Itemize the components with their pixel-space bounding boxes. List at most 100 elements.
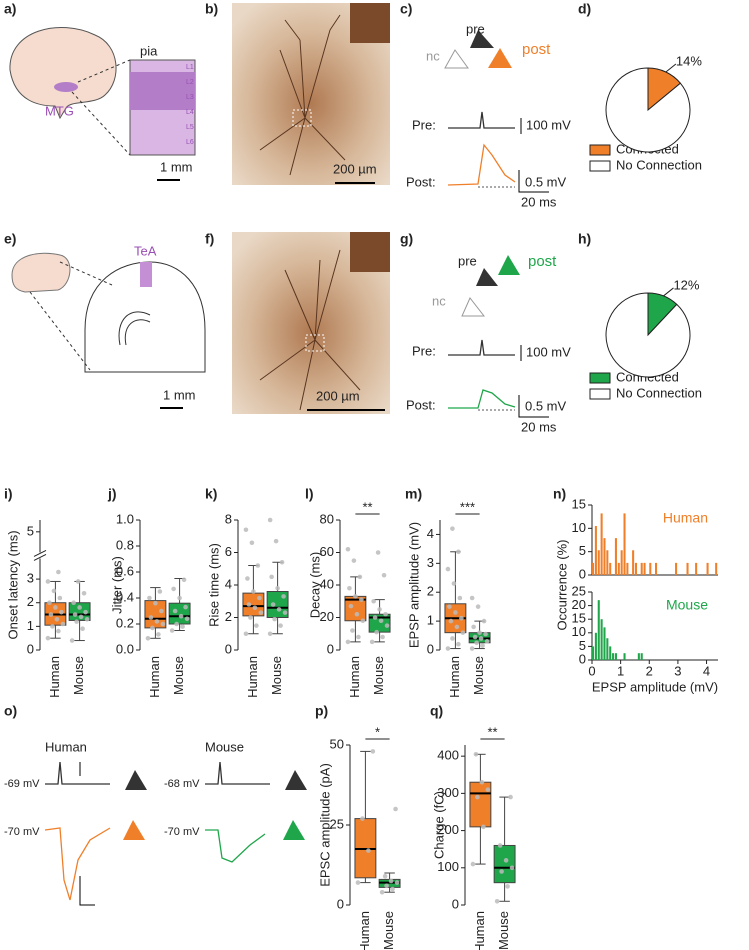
vm-label: -69 mV — [4, 778, 40, 790]
data-point — [279, 559, 285, 565]
data-point — [269, 574, 274, 580]
data-point — [357, 574, 363, 580]
y-tick-label: 2 — [427, 584, 434, 599]
x-tick-label: Human — [245, 656, 260, 698]
data-point — [184, 616, 190, 622]
data-point — [456, 549, 461, 555]
data-point — [469, 646, 475, 651]
panel-label: h) — [578, 231, 591, 247]
y-tick-label: 40 — [320, 576, 334, 591]
data-point — [481, 824, 486, 830]
bar — [675, 562, 678, 575]
data-point — [77, 605, 82, 610]
data-point — [354, 611, 360, 617]
x-tick-label: 0 — [588, 663, 595, 678]
x-tick-label: Mouse — [371, 656, 386, 695]
post-scale: 0.5 mV — [525, 398, 567, 413]
bar — [632, 550, 635, 575]
bar — [609, 562, 612, 575]
data-point — [475, 604, 481, 609]
scale-label: 200 µm — [333, 161, 377, 176]
pre-label: pre — [466, 21, 485, 36]
layer-label: L4 — [186, 109, 194, 116]
legend-swatch — [589, 388, 611, 400]
data-point — [355, 880, 361, 885]
data-point — [80, 626, 85, 632]
region-label: MTG — [45, 103, 74, 118]
data-point — [246, 602, 252, 607]
y-axis-label: Decay (ms) — [307, 552, 322, 618]
y-tick-label: 100 — [437, 859, 459, 874]
y-tick-label: 6 — [225, 544, 232, 559]
value-label: 12% — [673, 277, 699, 292]
data-point — [384, 623, 390, 628]
bar — [715, 562, 718, 575]
data-point — [54, 616, 60, 622]
y-tick-label: 25 — [572, 583, 586, 598]
y-tick-label: 0 — [225, 641, 232, 656]
pre-neuron — [476, 268, 498, 286]
data-point — [483, 631, 488, 637]
pre-trace-label: Pre: — [412, 343, 436, 358]
data-point — [375, 550, 381, 555]
data-point — [377, 607, 382, 612]
data-point — [267, 631, 273, 637]
dendrites — [259, 249, 361, 411]
data-point — [359, 597, 364, 602]
panel-label: e) — [4, 231, 16, 247]
data-point — [448, 618, 454, 624]
panel-o: Human Mouse -69 mV -70 mV -68 mV -70 mV — [4, 739, 307, 906]
data-point — [485, 787, 491, 792]
data-point — [174, 621, 179, 627]
data-point — [248, 615, 253, 620]
significance: *** — [460, 499, 475, 514]
pie-slice — [605, 67, 691, 153]
data-point — [353, 594, 358, 599]
data-point — [471, 624, 476, 630]
data-point — [243, 527, 249, 533]
layer-band — [130, 72, 195, 110]
data-point — [251, 589, 256, 594]
vm-label: -70 mV — [164, 826, 200, 838]
data-point — [148, 615, 154, 620]
data-point — [157, 589, 163, 594]
data-point — [59, 609, 64, 615]
panel-label: i) — [4, 486, 13, 502]
post-trace-label: Post: — [406, 174, 436, 189]
region-label: TeA — [134, 243, 157, 258]
post-neuron — [283, 820, 305, 840]
x-tick-label: Mouse — [171, 656, 186, 695]
bar — [626, 562, 629, 575]
pie-slice — [605, 292, 691, 378]
bar — [640, 653, 643, 660]
scale-label: 1 mm — [160, 159, 193, 174]
inset — [350, 232, 390, 272]
y-tick-label: 10 — [572, 520, 586, 535]
data-point — [45, 579, 51, 584]
data-point — [83, 609, 88, 615]
y-tick-label: 0 — [427, 641, 434, 656]
bar — [617, 562, 620, 575]
pre-scale: 100 mV — [526, 344, 571, 359]
inset-box — [292, 109, 312, 127]
y-tick-label: 20 — [572, 597, 586, 612]
data-point — [470, 861, 476, 867]
data-point — [48, 612, 54, 617]
x-tick-label: Mouse — [269, 656, 284, 695]
x-tick-label: 4 — [703, 663, 710, 678]
data-point — [159, 608, 164, 614]
data-point — [371, 598, 376, 604]
y-tick-label: 0.0 — [116, 641, 134, 656]
dash — [71, 91, 131, 156]
data-point — [267, 517, 273, 523]
bar — [600, 619, 603, 660]
data-point — [56, 628, 61, 634]
y-tick-label: 0.4 — [116, 589, 134, 604]
panel-c: pre nc post Pre: 100 mV Post: 0.5 mV 20 … — [406, 21, 571, 209]
y-tick-label: 1 — [27, 618, 34, 633]
data-point — [454, 624, 460, 630]
y-axis-label: Onset latency (ms) — [5, 530, 20, 639]
y-tick-label: 300 — [437, 785, 459, 800]
data-point — [347, 585, 352, 591]
